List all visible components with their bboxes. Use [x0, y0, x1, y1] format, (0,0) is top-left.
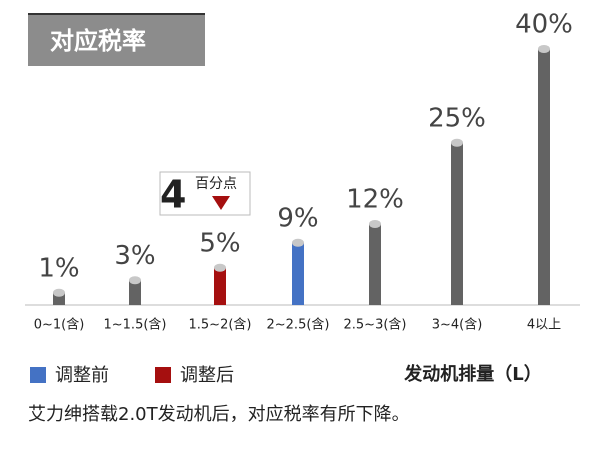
annotation-number: 4 — [160, 173, 186, 217]
value-label: 12% — [346, 185, 404, 215]
legend-swatch — [30, 367, 46, 383]
x-tick-label: 2~2.5(含) — [267, 317, 330, 333]
bar-cap — [53, 288, 65, 297]
x-tick-label: 2.5~3(含) — [344, 317, 407, 333]
bar — [214, 267, 226, 305]
annotation-unit: 百分点 — [195, 176, 237, 192]
value-label: 25% — [428, 103, 486, 133]
x-tick-label: 4以上 — [527, 318, 561, 333]
value-label: 9% — [277, 203, 318, 233]
bar — [129, 280, 141, 305]
bar-cap — [451, 138, 463, 147]
bar — [369, 224, 381, 305]
bar-cap — [129, 276, 141, 285]
x-tick-label: 0~1(含) — [34, 317, 85, 333]
x-tick-label: 1.5~2(含) — [189, 317, 252, 333]
bar-cap — [369, 220, 381, 228]
bar-cap — [538, 45, 550, 53]
legend-label: 调整后 — [180, 365, 234, 386]
annotation-box — [159, 171, 251, 216]
x-axis-label: 发动机排量（L） — [403, 363, 541, 385]
x-tick-label: 1~1.5(含) — [104, 317, 167, 333]
value-label: 1% — [38, 253, 79, 283]
chart-title: 对应税率 — [50, 27, 146, 55]
bar-cap — [214, 263, 226, 272]
title-box — [28, 13, 205, 66]
bar-cap — [292, 238, 304, 247]
legend-label: 调整前 — [55, 365, 109, 386]
bar — [451, 142, 463, 305]
x-tick-label: 3~4(含) — [432, 317, 483, 333]
legend-swatch — [155, 367, 171, 383]
value-label: 3% — [114, 241, 155, 271]
bar — [292, 242, 304, 305]
value-label: 40% — [515, 10, 573, 40]
bar — [538, 49, 550, 305]
annotation-arrow — [212, 196, 230, 210]
value-label: 5% — [199, 228, 240, 258]
footnote: 艾力绅搭载2.0T发动机后，对应税率有所下降。 — [28, 404, 410, 425]
